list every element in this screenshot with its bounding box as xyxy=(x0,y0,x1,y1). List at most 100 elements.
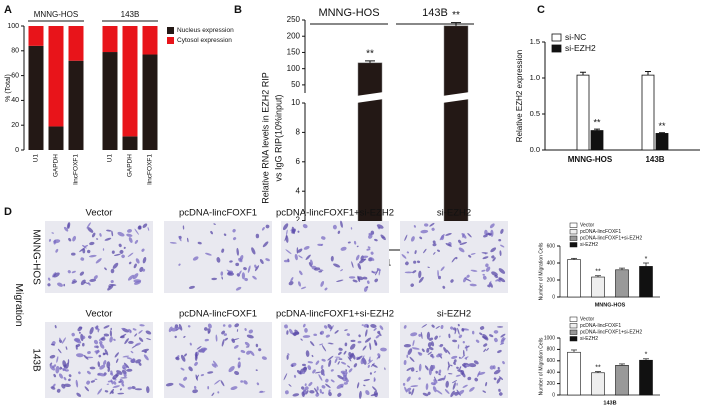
cell xyxy=(320,280,325,287)
cell xyxy=(71,332,75,337)
cell xyxy=(325,383,331,388)
cell xyxy=(67,359,70,364)
cell xyxy=(90,380,96,383)
cell xyxy=(343,374,347,379)
cell xyxy=(180,354,186,362)
cell xyxy=(103,333,110,337)
cell xyxy=(142,223,148,228)
cell xyxy=(65,346,68,350)
cell xyxy=(265,258,270,262)
legend-swatch xyxy=(569,316,578,322)
cell xyxy=(357,276,364,281)
cell xyxy=(491,255,495,259)
cell xyxy=(411,388,415,396)
cell xyxy=(49,362,53,366)
cell xyxy=(436,389,443,395)
cell xyxy=(110,372,114,376)
cell xyxy=(343,382,348,385)
cell xyxy=(449,364,453,367)
cell xyxy=(107,367,111,372)
cell xyxy=(351,261,354,268)
significance: ** xyxy=(658,121,666,131)
cell xyxy=(456,382,458,386)
cell xyxy=(121,254,125,259)
cell xyxy=(418,377,421,380)
cell xyxy=(445,243,452,247)
cell xyxy=(233,237,237,241)
cell xyxy=(482,273,485,276)
cell xyxy=(261,227,265,231)
bar xyxy=(591,276,605,298)
cell xyxy=(237,270,242,277)
cell xyxy=(259,259,264,264)
cell xyxy=(433,379,438,384)
cell xyxy=(367,364,370,368)
cell xyxy=(348,368,353,373)
cell xyxy=(249,350,255,356)
cell xyxy=(84,386,90,392)
cell xyxy=(366,248,371,251)
cell xyxy=(369,342,372,351)
column-label: Vector xyxy=(86,309,113,320)
cell xyxy=(470,253,476,255)
cell xyxy=(68,374,72,378)
x-axis-label: MNNG-HOS xyxy=(595,302,626,308)
cell xyxy=(286,330,289,335)
cell xyxy=(363,258,367,261)
cell xyxy=(337,361,340,365)
cell xyxy=(468,254,472,258)
cell xyxy=(431,341,435,347)
cell xyxy=(133,263,137,269)
micrograph xyxy=(45,322,153,398)
cell xyxy=(215,334,218,342)
cell xyxy=(369,257,375,261)
cell xyxy=(418,270,422,279)
cell xyxy=(489,223,495,229)
cell xyxy=(258,348,262,352)
cell xyxy=(230,386,238,391)
cell xyxy=(213,223,216,225)
cell xyxy=(409,356,415,363)
cell xyxy=(436,353,443,358)
cell xyxy=(410,332,418,337)
legend-swatch xyxy=(569,323,578,329)
cell xyxy=(240,380,244,383)
legend-label: si-NC xyxy=(565,32,586,42)
cell xyxy=(122,364,126,368)
cell xyxy=(174,335,177,339)
cell xyxy=(380,234,386,241)
cell xyxy=(457,327,460,335)
cell xyxy=(330,379,335,383)
cell xyxy=(188,366,193,372)
cell xyxy=(120,335,125,339)
cell xyxy=(481,269,486,272)
group-label: MNNG-HOS xyxy=(318,7,379,19)
cell xyxy=(453,359,457,363)
cell xyxy=(321,391,324,395)
cell xyxy=(212,360,218,367)
cell xyxy=(99,343,105,349)
cell xyxy=(323,325,328,329)
axis-break xyxy=(356,92,384,103)
cell xyxy=(456,366,459,369)
cell xyxy=(468,363,477,368)
cell xyxy=(87,351,91,355)
legend-swatch xyxy=(569,329,578,335)
cell xyxy=(102,352,106,356)
y-tick-label: 60 xyxy=(11,72,19,79)
cell xyxy=(94,326,100,331)
cell xyxy=(132,328,137,331)
significance: ** xyxy=(595,364,601,371)
cell xyxy=(374,269,379,276)
cell xyxy=(424,365,429,371)
cell xyxy=(406,251,410,254)
cell xyxy=(248,329,254,334)
cell xyxy=(485,381,488,387)
cell xyxy=(61,337,66,344)
cell xyxy=(243,380,248,385)
cell xyxy=(369,356,371,361)
cell xyxy=(410,236,415,242)
cell xyxy=(454,391,459,396)
cell xyxy=(421,323,428,328)
cell xyxy=(128,340,134,344)
